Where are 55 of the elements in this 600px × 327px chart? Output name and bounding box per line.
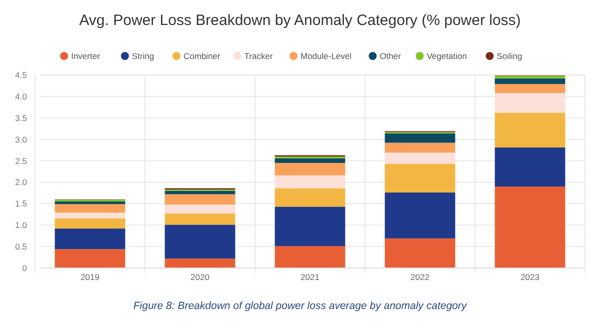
- legend-label: Vegetation: [426, 51, 468, 61]
- bar: [384, 152, 456, 164]
- y-tick-label: 2.0: [15, 177, 28, 188]
- bar: [494, 112, 566, 148]
- y-tick-label: 2.5: [15, 156, 28, 166]
- bar: [384, 133, 456, 143]
- y-tick-label: 1.5: [15, 198, 28, 209]
- legend-label: Other: [380, 51, 402, 61]
- x-tick-label: 2020: [190, 272, 210, 282]
- bar: [274, 175, 346, 188]
- bar: [494, 84, 566, 94]
- bar: [384, 164, 456, 193]
- bar: [494, 147, 566, 187]
- legend-label: Tracker: [244, 51, 273, 61]
- bar: [54, 218, 126, 229]
- y-tick-label: 0.5: [15, 242, 28, 252]
- bar: [54, 228, 126, 250]
- bar: [54, 204, 126, 213]
- bar: [54, 212, 126, 218]
- y-tick-label: 0: [22, 263, 28, 273]
- bar: [384, 142, 456, 153]
- bar: [494, 78, 566, 84]
- bar: [274, 206, 346, 246]
- x-tick-label: 2021: [300, 272, 320, 282]
- bar: [494, 93, 566, 113]
- legend-label: Combiner: [184, 51, 221, 61]
- bar: [164, 214, 236, 225]
- x-tick-label: 2019: [80, 272, 100, 282]
- legend-label: Module-Level: [300, 51, 352, 61]
- bar: [274, 162, 346, 176]
- bar: [274, 188, 346, 207]
- bar: [274, 246, 346, 268]
- bar: [54, 249, 126, 268]
- bar: [164, 194, 236, 205]
- y-tick-label: 3.5: [15, 112, 28, 123]
- y-tick-label: 3.0: [15, 134, 28, 144]
- legend-label: Inverter: [71, 51, 100, 61]
- bar: [384, 192, 456, 238]
- bar: [494, 76, 566, 78]
- legend-label: String: [132, 51, 154, 61]
- bar: [164, 204, 236, 214]
- legend-label: Soiling: [496, 51, 522, 61]
- bar: [384, 238, 456, 268]
- y-tick-label: 4.5: [15, 70, 28, 80]
- x-tick-label: 2022: [410, 272, 430, 282]
- bar: [164, 224, 236, 259]
- y-tick-label: 1.0: [15, 220, 28, 230]
- bar: [494, 186, 566, 268]
- bar: [54, 202, 126, 204]
- y-tick-label: 4.0: [15, 91, 28, 102]
- caption: Figure 8: Breakdown of global power loss average by anomaly category: [133, 300, 468, 312]
- chart-title: Avg. Power Loss Breakdown by Anomaly Category (% power loss): [79, 12, 521, 29]
- bar: [164, 258, 236, 268]
- bar: [274, 158, 346, 163]
- x-tick-label: 2023: [520, 272, 540, 282]
